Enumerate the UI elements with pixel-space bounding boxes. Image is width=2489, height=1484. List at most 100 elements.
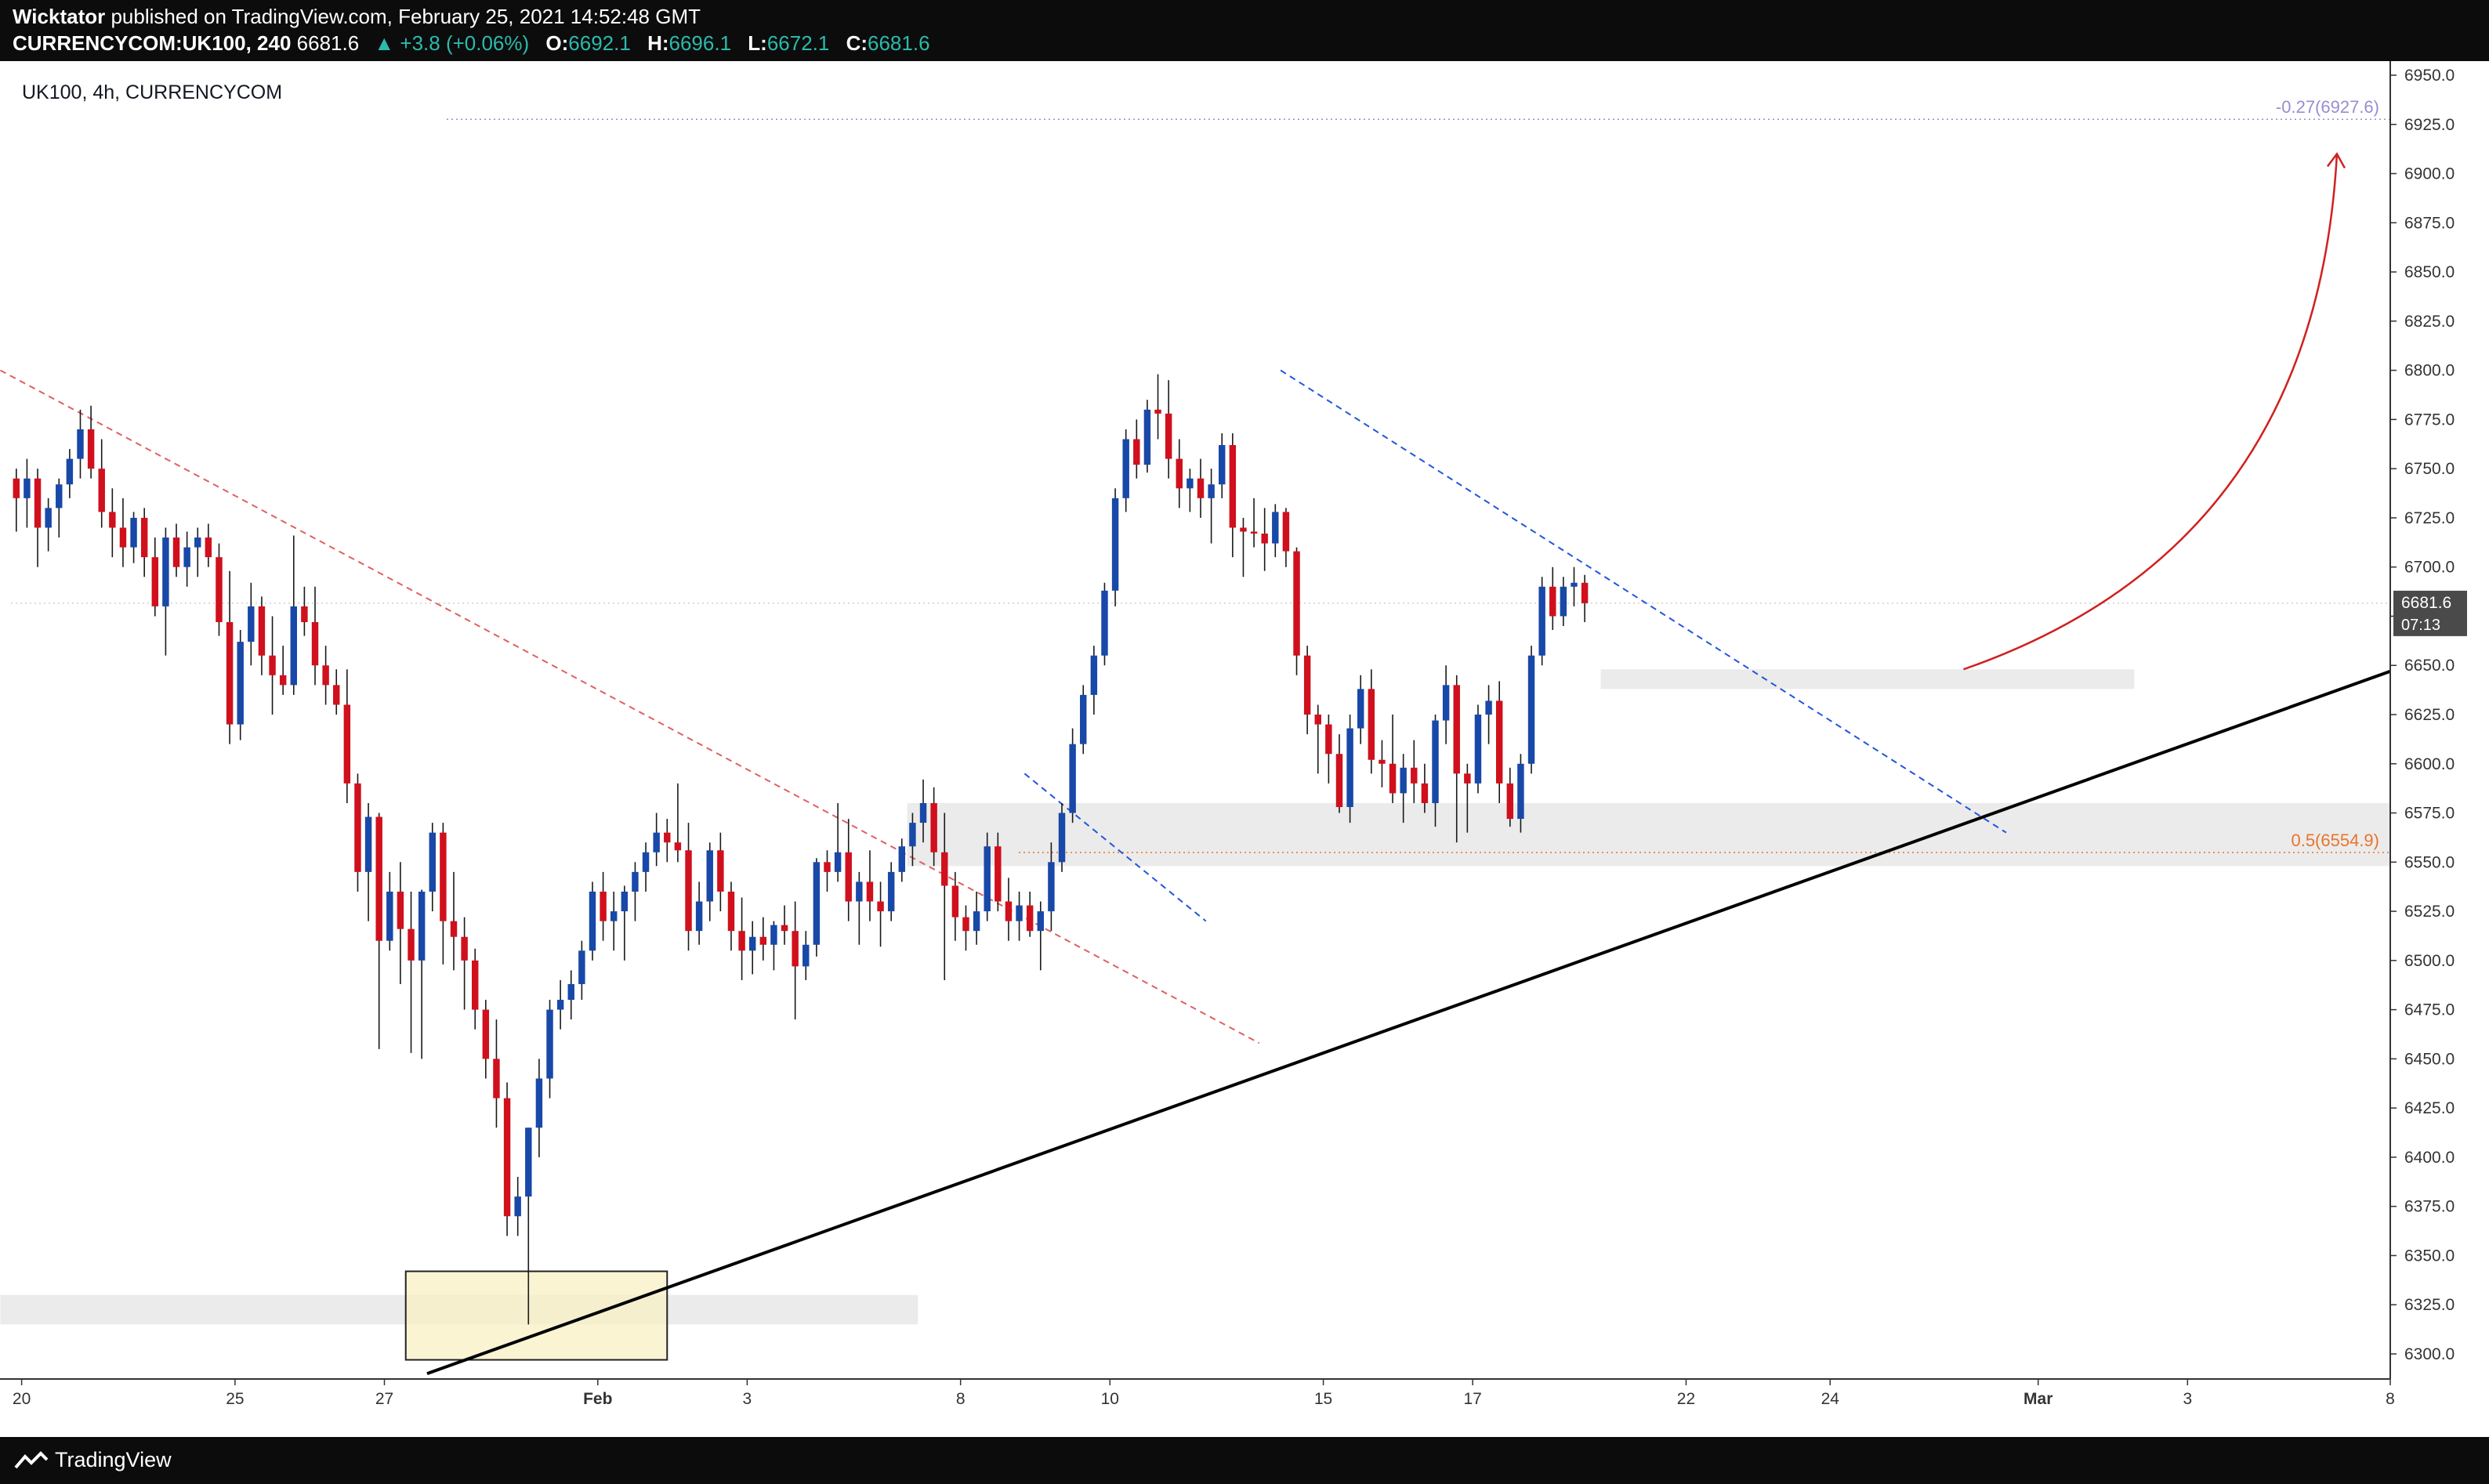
candle-body[interactable] [589, 891, 596, 951]
candle-body[interactable] [674, 842, 682, 851]
candle-body[interactable] [472, 960, 479, 1010]
candle-body[interactable] [258, 606, 266, 656]
candle-body[interactable] [546, 1009, 553, 1079]
candle-body[interactable] [66, 458, 74, 485]
candle-body[interactable] [717, 850, 724, 892]
candle-body[interactable] [802, 944, 810, 967]
candle-body[interactable] [482, 1009, 490, 1059]
candle-body[interactable] [1080, 694, 1087, 744]
candle-body[interactable] [1325, 724, 1332, 755]
candle-body[interactable] [183, 547, 190, 567]
candle-body[interactable] [824, 862, 831, 872]
candle-body[interactable] [1314, 715, 1321, 725]
candle-body[interactable] [1389, 763, 1397, 794]
candle-body[interactable] [1282, 512, 1290, 552]
candle-body[interactable] [1560, 586, 1567, 617]
candle-body[interactable] [514, 1196, 521, 1217]
dashed-trendline[interactable] [0, 369, 1260, 1044]
candle-body[interactable] [962, 917, 969, 932]
candle-body[interactable] [1442, 685, 1450, 721]
candle-body[interactable] [1400, 767, 1407, 794]
chart-legend[interactable]: UK100, 4h, CURRENCYCOM [22, 81, 283, 103]
candle-body[interactable] [1111, 498, 1119, 591]
candle-body[interactable] [140, 517, 148, 558]
candle-body[interactable] [1154, 409, 1161, 414]
candle-body[interactable] [237, 642, 244, 725]
ascending-trendline[interactable] [426, 669, 2391, 1375]
candle-body[interactable] [834, 852, 842, 872]
candle-body[interactable] [1411, 767, 1418, 784]
candle-body[interactable] [386, 891, 393, 941]
candle-body[interactable] [1176, 458, 1183, 489]
candle-body[interactable] [301, 606, 308, 622]
current-price-badge[interactable] [2393, 590, 2467, 636]
candle-body[interactable] [578, 950, 585, 984]
candle-body[interactable] [1549, 586, 1556, 617]
candle-body[interactable] [119, 527, 127, 548]
candle-body[interactable] [1005, 901, 1013, 921]
candle-body[interactable] [909, 823, 916, 847]
candle-body[interactable] [984, 846, 991, 912]
candle-body[interactable] [205, 537, 212, 558]
candle-body[interactable] [1538, 586, 1545, 656]
candle-body[interactable] [813, 862, 821, 945]
candle-body[interactable] [226, 621, 234, 725]
candle-body[interactable] [1581, 582, 1589, 603]
candle-body[interactable] [621, 891, 629, 912]
candle-body[interactable] [1357, 689, 1364, 729]
candle-body[interactable] [951, 885, 959, 918]
candle-body[interactable] [610, 911, 618, 921]
candle-body[interactable] [1453, 685, 1460, 774]
chart-area[interactable]: -0.27(6927.6) 0.5(6554.9) 6950.0 6925.0 6900… [0, 61, 2489, 1437]
candle-body[interactable] [1527, 655, 1535, 764]
candle-body[interactable] [1485, 700, 1492, 715]
candle-body[interactable] [130, 517, 137, 548]
candle-body[interactable] [1143, 409, 1151, 465]
candle-body[interactable] [1240, 527, 1247, 532]
candle-body[interactable] [77, 429, 84, 459]
candle-body[interactable] [973, 911, 980, 932]
candle-body[interactable] [322, 665, 329, 686]
candle-body[interactable] [1517, 763, 1524, 820]
candle-body[interactable] [1506, 783, 1514, 820]
candle-body[interactable] [56, 484, 63, 509]
candle-body[interactable] [1379, 759, 1386, 764]
candle-body[interactable] [1219, 445, 1226, 485]
candle-body[interactable] [1133, 439, 1140, 465]
highlight-box[interactable] [404, 1270, 668, 1361]
candle-body[interactable] [856, 881, 863, 902]
candle-body[interactable] [290, 606, 298, 686]
candle-body[interactable] [1495, 700, 1503, 784]
candle-body[interactable] [1346, 728, 1353, 808]
candle-body[interactable] [194, 537, 201, 548]
candle-body[interactable] [781, 925, 788, 932]
candle-body[interactable] [1293, 551, 1300, 656]
candle-body[interactable] [845, 852, 852, 902]
candle-body[interactable] [162, 537, 169, 606]
candle-body[interactable] [87, 429, 95, 469]
candle-body[interactable] [1090, 655, 1098, 695]
candle-body[interactable] [556, 1000, 564, 1010]
candle-body[interactable] [941, 852, 948, 886]
candle-body[interactable] [216, 557, 223, 622]
candle-body[interactable] [333, 685, 340, 705]
candle-body[interactable] [664, 832, 671, 843]
candle-body[interactable] [311, 621, 319, 666]
support-zone[interactable] [907, 802, 2390, 867]
candle-body[interactable] [727, 891, 735, 932]
candle-body[interactable] [248, 606, 255, 642]
candle-body[interactable] [172, 537, 180, 567]
candle-body[interactable] [1208, 484, 1215, 498]
candle-body[interactable] [354, 783, 361, 872]
candle-body[interactable] [887, 871, 895, 912]
candle-body[interactable] [695, 901, 703, 932]
candle-body[interactable] [375, 816, 382, 941]
candle-body[interactable] [759, 936, 767, 945]
candle-body[interactable] [1187, 478, 1194, 489]
candle-body[interactable] [535, 1078, 543, 1128]
candle-body[interactable] [343, 704, 351, 784]
candle-body[interactable] [1303, 655, 1311, 715]
candle-body[interactable] [34, 478, 42, 528]
support-zone[interactable] [1600, 669, 2135, 690]
candle-body[interactable] [1016, 905, 1023, 921]
